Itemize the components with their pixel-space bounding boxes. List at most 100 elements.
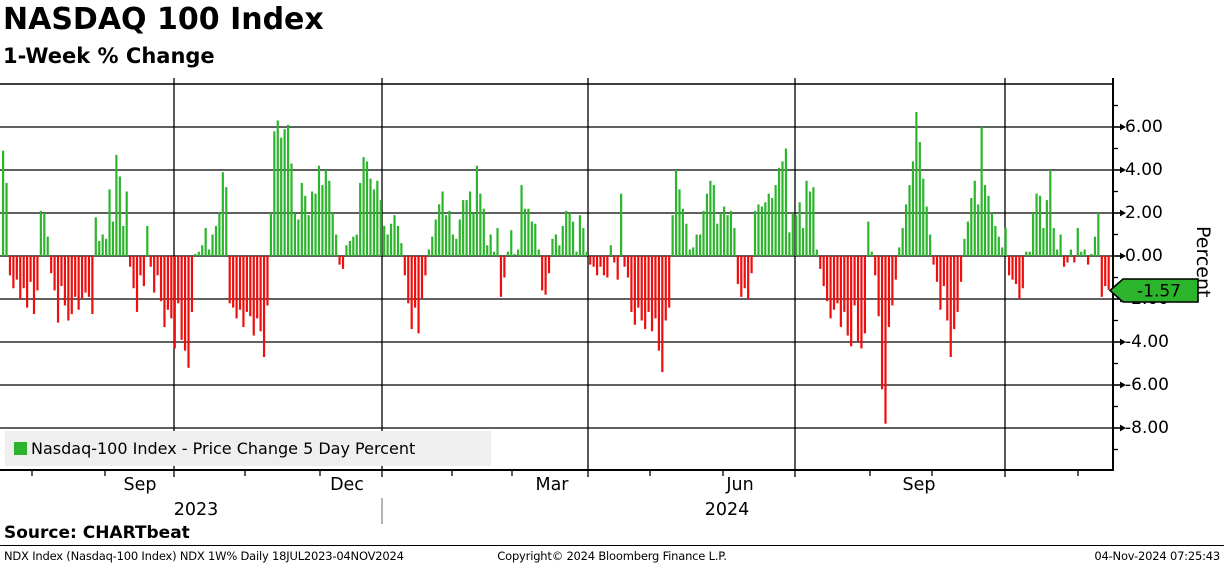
bar [688,249,691,256]
bar [163,256,166,327]
bar [977,204,980,256]
bar [36,256,39,291]
bar [424,256,427,276]
bar [644,256,647,330]
bar [558,245,561,256]
bar [503,256,506,278]
bar [417,256,420,334]
bar [980,127,983,256]
bar [135,256,139,312]
bar [32,256,36,315]
bar [410,256,413,330]
bar [400,243,403,256]
bar [850,256,853,347]
bar [997,236,1000,256]
bar [939,256,942,310]
bar [973,180,976,256]
bar [1104,256,1107,287]
bar [286,124,290,256]
bar [190,256,194,312]
bar [12,256,15,289]
bar [396,225,400,256]
bar [747,256,750,299]
bar [819,256,822,269]
bar [26,256,29,308]
bar [832,256,836,310]
bar [750,256,753,274]
bar [966,221,969,256]
bar [431,236,434,256]
y-tick-arrow-icon [1120,338,1126,346]
bar [475,165,479,256]
bar [98,240,101,256]
bar [311,191,314,256]
bar [561,225,564,256]
bar [108,189,111,256]
bar [1001,247,1004,256]
bar [434,219,437,256]
bar [187,256,190,368]
legend-swatch-icon [14,442,27,455]
bar [228,256,231,304]
bar [983,185,987,256]
bar [599,256,602,267]
y-tick-arrow-icon [1120,381,1126,389]
bar [856,256,860,342]
y-tick-arrow-icon [1120,424,1126,432]
bar [874,256,877,276]
bar [218,213,221,256]
bar [208,249,211,256]
bar [214,225,218,256]
bar [1062,256,1066,267]
bar [259,256,262,332]
bar [173,256,176,349]
bar [338,256,341,265]
bar [56,256,60,323]
bar [345,245,348,256]
bar [853,256,856,306]
bar [225,187,228,256]
bar [1018,256,1021,299]
bar [43,213,46,256]
bar [129,256,132,267]
bar [1042,228,1045,256]
bar [709,180,712,256]
bar [348,240,351,256]
bar [953,256,956,330]
bar [105,238,108,256]
bar [695,234,698,256]
bar [805,180,808,256]
bar [585,251,588,256]
bar [67,256,70,321]
bar [547,256,551,274]
bar [671,215,674,256]
bar [389,223,393,256]
bar [1066,256,1069,263]
bar [1004,228,1007,256]
bar [884,256,887,424]
bar [753,210,757,256]
legend-item[interactable]: Nasdaq-100 Index - Price Change 5 Day Pe… [5,431,491,466]
bar [486,245,489,256]
bar [733,228,736,256]
footer-divider [0,545,1224,546]
bar [541,256,544,291]
bar [256,256,259,319]
bar [335,234,338,256]
bar [1076,228,1079,256]
bar [355,234,358,256]
bar [630,256,633,312]
bar [674,170,678,256]
bar [441,191,444,256]
bar [650,256,654,332]
bar [517,249,520,256]
bar [685,223,688,256]
bar [403,256,406,276]
bar [115,154,118,256]
bar [637,256,640,308]
bar [376,180,379,256]
bar [468,191,472,256]
x-year-label: 2024 [704,500,750,520]
bar [994,225,997,256]
bar [70,256,73,315]
